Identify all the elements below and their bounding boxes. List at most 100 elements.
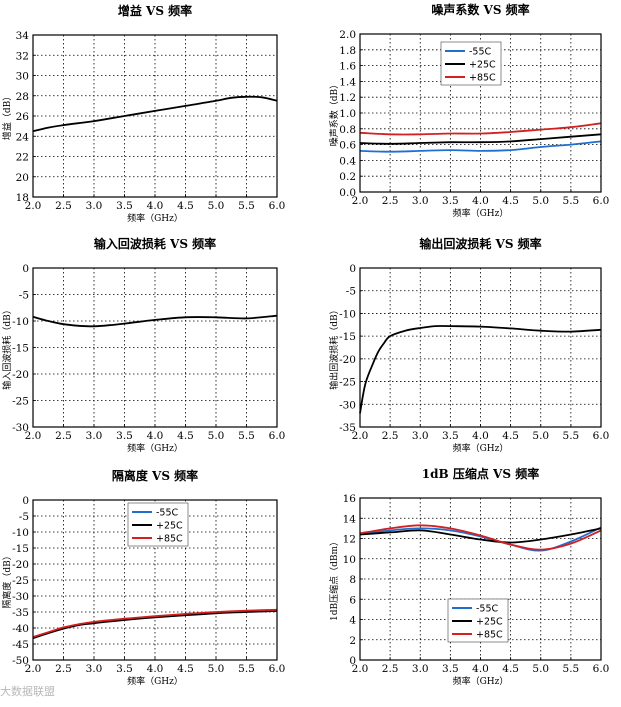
x-tick-label: 3.5	[442, 430, 459, 442]
y-axis-label: 1dB压缩点（dBm）	[328, 537, 340, 621]
x-tick-label: 2.5	[382, 195, 399, 207]
x-tick-label: 3.5	[116, 663, 133, 675]
y-axis-label: 噪声系数（dB）	[328, 80, 340, 146]
x-tick-label: 2.0	[352, 195, 369, 207]
series-line-25C	[32, 610, 278, 640]
plot-frame	[32, 499, 278, 661]
y-tick-label: 28	[16, 91, 29, 103]
x-tick-label: 4.5	[177, 200, 194, 212]
y-tick-label: -10	[12, 527, 29, 539]
y-tick-label: -20	[12, 369, 29, 381]
x-tick-label: 4.5	[502, 430, 519, 442]
x-axis-label: 频率（GHz）	[453, 207, 509, 219]
y-tick-label: 8	[349, 574, 356, 586]
x-tick-label: 4.5	[177, 430, 194, 442]
x-axis-label: 频率（GHz）	[127, 675, 183, 687]
plot-frame	[359, 267, 602, 428]
x-tick-label: 5.0	[532, 430, 549, 442]
chart-4: 输出回波损耗 VS 频率 2.0 2.5 3.0 3.5 4.0 4.5 5.0 5.5 6.0 -…	[328, 236, 609, 454]
legend-label: -55C	[476, 604, 499, 615]
y-tick-label: 0	[349, 655, 356, 667]
chart-title: 输入回波损耗 VS 频率	[94, 236, 216, 251]
watermark: 大数据联盟	[0, 685, 55, 698]
y-tick-label: -20	[12, 559, 29, 571]
y-tick-label: 0	[349, 263, 356, 275]
x-tick-label: 6.0	[593, 663, 610, 675]
x-tick-label: 5.5	[563, 195, 580, 207]
legend: -55C +25C +85C	[127, 502, 189, 547]
y-tick-label: -15	[12, 343, 29, 355]
chart-5: 隔离度 VS 频率2.0 2.5 3.0 3.5 4.0 4.5 5.0 5.5 6.0-50-…	[1, 468, 285, 687]
y-tick-label: -5	[346, 286, 356, 298]
y-tick-label: 22	[16, 152, 29, 164]
x-tick-label: 3.5	[116, 430, 133, 442]
series-line-1	[32, 95, 278, 133]
legend-label: +85C	[469, 73, 496, 84]
y-tick-label: 0	[22, 495, 29, 507]
y-tick-label: -30	[12, 591, 29, 603]
x-tick-label: 5.0	[208, 200, 225, 212]
y-tick-label: -5	[19, 511, 29, 523]
x-tick-label: 6.0	[269, 200, 286, 212]
x-tick-label: 3.0	[412, 663, 429, 675]
y-tick-label: 0.8	[339, 124, 356, 136]
plot-frame	[32, 34, 278, 198]
y-tick-label: -40	[12, 623, 29, 635]
series-line-25C	[359, 133, 602, 145]
x-tick-label: 6.0	[593, 195, 610, 207]
x-tick-label: 6.0	[593, 430, 610, 442]
x-tick-label: 4.5	[502, 195, 519, 207]
chart-1: 增益 VS 频率 2.0 2.5 3.0 3.5 4.0 4.5 5.0 5.5 6.0 18 20 2…	[1, 3, 285, 224]
chart-title: 噪声系数 VS 频率	[431, 2, 529, 17]
x-tick-label: 5.0	[532, 663, 549, 675]
x-tick-label: 3.5	[442, 195, 459, 207]
x-tick-label: 2.0	[352, 430, 369, 442]
x-axis-label: 频率（GHz）	[453, 675, 509, 687]
y-tick-label: 26	[16, 111, 30, 123]
x-tick-label: 4.5	[177, 663, 194, 675]
x-tick-label: 4.5	[502, 663, 519, 675]
y-tick-label: 34	[16, 30, 30, 42]
x-tick-label: 4.0	[147, 200, 164, 212]
y-tick-label: -30	[339, 399, 356, 411]
x-axis-label: 频率（GHz）	[127, 212, 183, 224]
x-tick-label: 3.5	[442, 663, 459, 675]
y-tick-label: -10	[12, 316, 29, 328]
x-axis-label: 频率（GHz）	[453, 442, 509, 454]
y-tick-label: 4	[349, 615, 356, 627]
y-tick-label: 10	[343, 554, 356, 566]
y-tick-label: 1.0	[339, 108, 356, 120]
x-tick-label: 4.0	[472, 663, 489, 675]
series-line-25C	[359, 527, 602, 544]
legend-label: +25C	[469, 60, 496, 71]
y-tick-label: 2	[349, 635, 356, 647]
x-tick-label: 6.0	[269, 663, 286, 675]
y-tick-label: -25	[12, 575, 29, 587]
x-tick-label: 3.0	[86, 200, 103, 212]
series-line-85C	[32, 608, 278, 638]
y-tick-label: 2.0	[339, 29, 356, 41]
x-tick-label: 4.0	[472, 195, 489, 207]
y-axis-label: 输出回波损耗（dB）	[328, 305, 340, 389]
legend: -55C +25C +85C	[440, 41, 502, 86]
chart-3: 输入回波损耗 VS 频率 2.0 2.5 3.0 3.5 4.0 4.5 5.0 5.5 6.0 -…	[1, 236, 285, 454]
x-tick-label: 2.5	[382, 430, 399, 442]
x-tick-label: 5.0	[208, 663, 225, 675]
y-tick-label: -35	[12, 607, 29, 619]
y-axis-label: 增益（dB）	[1, 92, 13, 140]
x-tick-label: 5.5	[238, 430, 255, 442]
x-tick-label: 2.0	[352, 663, 369, 675]
x-tick-label: 3.0	[412, 195, 429, 207]
x-tick-label: 2.0	[25, 430, 42, 442]
legend-label: -55C	[156, 508, 179, 519]
y-tick-label: 1.8	[339, 45, 356, 57]
x-tick-label: 2.5	[55, 663, 72, 675]
y-tick-label: -50	[12, 655, 29, 667]
y-tick-label: 1.6	[339, 61, 356, 73]
x-axis-label: 频率（GHz）	[127, 442, 183, 454]
chart-2: 噪声系数 VS 频率 2.0 2.5 3.0 3.5 4.0 4.5 5.0 5.5 6.0 0.0…	[328, 2, 609, 219]
x-tick-label: 4.0	[472, 430, 489, 442]
y-tick-label: -10	[339, 308, 356, 320]
y-tick-label: 0.2	[339, 171, 356, 183]
